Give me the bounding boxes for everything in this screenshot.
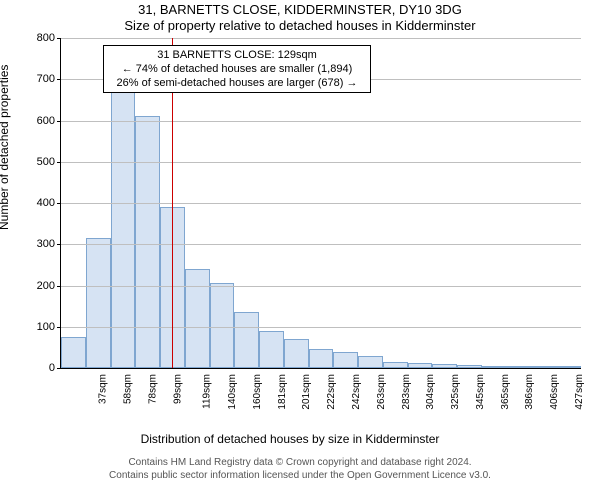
x-axis-label: Distribution of detached houses by size … — [0, 432, 580, 446]
x-tick-label: 325sqm — [456, 374, 467, 410]
bar — [556, 366, 581, 368]
y-tick-mark — [57, 162, 61, 163]
x-tick-label: 345sqm — [480, 374, 491, 410]
bar — [185, 269, 210, 368]
bar — [259, 331, 284, 368]
annotation-line: 26% of semi-detached houses are larger (… — [108, 76, 366, 90]
y-tick-mark — [57, 79, 61, 80]
y-tick-label: 600 — [37, 115, 55, 127]
chart-subtitle: Size of property relative to detached ho… — [0, 18, 600, 34]
grid-line — [61, 327, 581, 328]
y-tick-mark — [57, 121, 61, 122]
chart-container: 31, BARNETTS CLOSE, KIDDERMINSTER, DY10 … — [0, 0, 600, 500]
bar — [284, 339, 309, 368]
y-tick-label: 300 — [37, 238, 55, 250]
x-tick-label: 283sqm — [406, 374, 417, 410]
grid-line — [61, 244, 581, 245]
x-tick-label: 99sqm — [178, 374, 189, 404]
bar — [333, 352, 358, 369]
chart-title: 31, BARNETTS CLOSE, KIDDERMINSTER, DY10 … — [0, 2, 600, 18]
x-tick-label: 37sqm — [103, 374, 114, 404]
y-tick-label: 400 — [37, 197, 55, 209]
x-tick-label: 140sqm — [233, 374, 244, 410]
grid-line — [61, 38, 581, 39]
bar — [358, 356, 383, 368]
annotation-line: ← 74% of detached houses are smaller (1,… — [108, 62, 366, 76]
bar — [482, 366, 507, 368]
annotation-box: 31 BARNETTS CLOSE: 129sqm← 74% of detach… — [103, 45, 371, 93]
grid-line — [61, 203, 581, 204]
y-tick-label: 800 — [37, 32, 55, 44]
bar — [432, 364, 457, 368]
x-tick-label: 242sqm — [357, 374, 368, 410]
y-tick-label: 100 — [37, 321, 55, 333]
bar — [457, 365, 482, 368]
x-tick-label: 181sqm — [282, 374, 293, 410]
x-tick-label: 406sqm — [555, 374, 566, 410]
y-tick-label: 700 — [37, 73, 55, 85]
y-axis-label: Number of detached properties — [0, 65, 11, 230]
x-tick-label: 365sqm — [505, 374, 516, 410]
x-tick-label: 201sqm — [307, 374, 318, 410]
bar — [531, 366, 556, 368]
footer-line-2: Contains public sector information licen… — [0, 469, 600, 482]
grid-line — [61, 286, 581, 287]
y-tick-mark — [57, 368, 61, 369]
grid-line — [61, 162, 581, 163]
bar — [210, 283, 235, 368]
y-tick-mark — [57, 327, 61, 328]
plot-area: 31 BARNETTS CLOSE: 129sqm← 74% of detach… — [60, 38, 581, 369]
grid-line — [61, 121, 581, 122]
bar — [408, 363, 433, 368]
y-tick-label: 500 — [37, 156, 55, 168]
bar — [135, 116, 160, 368]
y-tick-mark — [57, 203, 61, 204]
bar — [61, 337, 86, 368]
y-tick-mark — [57, 244, 61, 245]
x-tick-label: 263sqm — [381, 374, 392, 410]
y-tick-label: 200 — [37, 280, 55, 292]
x-tick-label: 222sqm — [332, 374, 343, 410]
x-tick-label: 160sqm — [258, 374, 269, 410]
footer-attribution: Contains HM Land Registry data © Crown c… — [0, 456, 600, 482]
bar — [86, 238, 111, 368]
x-tick-label: 386sqm — [530, 374, 541, 410]
bar — [309, 349, 334, 368]
x-tick-label: 58sqm — [128, 374, 139, 404]
bar — [383, 362, 408, 368]
x-tick-label: 78sqm — [153, 374, 164, 404]
x-tick-label: 304sqm — [431, 374, 442, 410]
x-tick-label: 119sqm — [207, 374, 218, 409]
annotation-line: 31 BARNETTS CLOSE: 129sqm — [108, 48, 366, 62]
y-tick-mark — [57, 286, 61, 287]
footer-line-1: Contains HM Land Registry data © Crown c… — [0, 456, 600, 469]
bar — [507, 366, 532, 368]
y-tick-mark — [57, 38, 61, 39]
y-tick-label: 0 — [49, 362, 55, 374]
bar — [234, 312, 259, 368]
x-tick-label: 427sqm — [579, 374, 590, 410]
